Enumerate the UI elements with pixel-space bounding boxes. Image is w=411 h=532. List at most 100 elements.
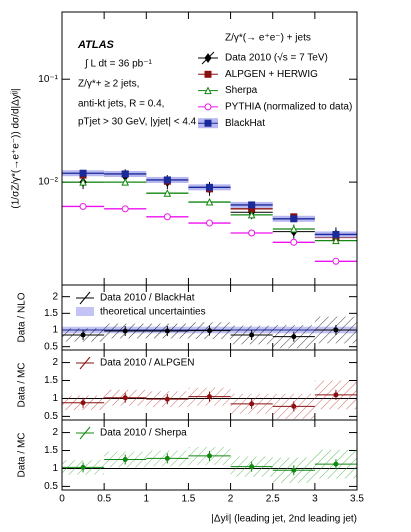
marker bbox=[333, 327, 339, 333]
marker bbox=[79, 202, 87, 210]
legend-label: BlackHat bbox=[225, 118, 265, 129]
marker bbox=[291, 403, 297, 409]
y-tick-label: 1.5 bbox=[44, 445, 58, 456]
x-tick-label: 0 bbox=[59, 494, 65, 505]
x-tick-label: 0.5 bbox=[97, 494, 111, 505]
annotation: ∫ L dt = 36 pb⁻¹ bbox=[84, 59, 153, 70]
marker bbox=[291, 467, 297, 473]
marker bbox=[249, 464, 255, 470]
legend-swatch bbox=[79, 426, 91, 440]
annotation: Z/γ*+ ≥ 2 jets, bbox=[78, 79, 139, 90]
marker bbox=[207, 394, 212, 400]
legend-label: Data 2010 / ALPGEN bbox=[100, 358, 195, 369]
marker bbox=[163, 189, 172, 197]
legend-swatch bbox=[76, 307, 94, 316]
y-tick-label: 1 bbox=[52, 463, 58, 474]
marker bbox=[249, 332, 255, 338]
annotation: anti-kt jets, R = 0.4, bbox=[78, 99, 164, 110]
marker bbox=[122, 328, 128, 334]
marker bbox=[164, 396, 170, 402]
y-axis-label: Data / MC bbox=[17, 432, 28, 477]
legend-title: Z/γ*(→ e⁺e⁻) + jets bbox=[225, 33, 311, 44]
marker bbox=[206, 219, 213, 227]
y-tick-label: 1 bbox=[52, 325, 58, 336]
y-tick-label: 2 bbox=[52, 357, 58, 368]
x-tick-label: 3.5 bbox=[350, 494, 364, 505]
x-tick-label: 1 bbox=[144, 494, 150, 505]
y-tick-label: 1.5 bbox=[44, 308, 58, 319]
marker bbox=[332, 257, 340, 265]
marker bbox=[164, 455, 170, 461]
marker bbox=[207, 328, 212, 334]
legend-label: Sherpa bbox=[225, 85, 258, 96]
x-tick-label: 3 bbox=[312, 494, 318, 505]
marker bbox=[204, 53, 212, 63]
y-tick-label: 0.5 bbox=[44, 411, 58, 422]
panel: 10⁻² 10⁻¹ (1/σZ/γ*(→e⁺e⁻)) dσ/d|Δyʲʲ| Data … bbox=[11, 11, 358, 286]
legend-swatch bbox=[79, 291, 91, 305]
y-axis-label: Data / NLO bbox=[17, 292, 28, 342]
marker bbox=[205, 197, 214, 206]
marker bbox=[204, 119, 212, 127]
legend-label: PYTHIA (normalized to data) bbox=[225, 102, 352, 113]
marker bbox=[206, 183, 213, 191]
y-tick-label: 1 bbox=[52, 393, 58, 404]
marker bbox=[163, 213, 171, 221]
marker bbox=[204, 103, 212, 111]
y-tick-label: 1.5 bbox=[44, 375, 58, 386]
x-tick-label: 2 bbox=[228, 494, 234, 505]
y-tick-label: 10⁻¹ bbox=[38, 74, 58, 85]
panel: 0.5 1 1.5 2 Data / MC Data 2010 / ALPGEN bbox=[17, 349, 358, 422]
annotation: ATLAS bbox=[77, 39, 115, 51]
marker bbox=[121, 177, 130, 186]
x-axis-label: |Δyʲʲ| (leading jet, 2nd leading jet) bbox=[211, 514, 357, 525]
marker bbox=[333, 461, 339, 467]
y-tick-label: 0.5 bbox=[44, 341, 58, 352]
marker bbox=[247, 210, 256, 219]
marker bbox=[332, 236, 340, 245]
marker bbox=[289, 224, 298, 233]
marker bbox=[121, 205, 129, 213]
x-tick-label: 1.5 bbox=[181, 494, 195, 505]
y-tick-label: 2 bbox=[52, 427, 58, 438]
y-tick-label: 10⁻² bbox=[38, 177, 58, 188]
marker bbox=[80, 400, 86, 406]
marker bbox=[80, 332, 86, 338]
y-axis-label: Data / MC bbox=[17, 362, 28, 407]
marker bbox=[80, 464, 86, 470]
legend-label: theoretical uncertainties bbox=[100, 307, 206, 318]
marker bbox=[207, 453, 212, 459]
x-tick-label: 2.5 bbox=[266, 494, 280, 505]
frame bbox=[61, 419, 358, 491]
y-axis-label: (1/σZ/γ*(→e⁺e⁻)) dσ/d|Δyʲʲ| bbox=[11, 88, 22, 208]
marker bbox=[204, 70, 212, 78]
panel: 0.5 1 1.5 2 Data / NLO theoretical uncertaint… bbox=[17, 284, 358, 352]
marker bbox=[204, 86, 212, 95]
legend-label: Data 2010 (√s = 7 TeV) bbox=[225, 52, 328, 64]
marker bbox=[249, 401, 255, 407]
marker bbox=[164, 328, 170, 334]
legend-label: Data 2010 / BlackHat bbox=[100, 293, 195, 304]
marker bbox=[332, 230, 340, 238]
marker bbox=[121, 170, 129, 178]
annotation: pTjet > 30 GeV, |yjet| < 4.4 bbox=[78, 117, 197, 128]
marker bbox=[291, 334, 297, 340]
y-tick-label: 2 bbox=[52, 291, 58, 302]
legend-label: ALPGEN + HERWIG bbox=[225, 69, 318, 80]
legend-label: Data 2010 / Sherpa bbox=[100, 428, 187, 439]
marker bbox=[79, 177, 87, 186]
y-tick-label: 0.5 bbox=[44, 481, 58, 492]
marker bbox=[79, 169, 87, 177]
marker bbox=[248, 201, 256, 209]
marker bbox=[333, 392, 339, 398]
marker bbox=[290, 215, 298, 223]
marker bbox=[290, 238, 298, 246]
marker bbox=[122, 395, 128, 401]
marker bbox=[163, 176, 171, 184]
marker bbox=[248, 229, 256, 237]
legend-swatch bbox=[79, 356, 91, 370]
marker bbox=[122, 456, 128, 462]
